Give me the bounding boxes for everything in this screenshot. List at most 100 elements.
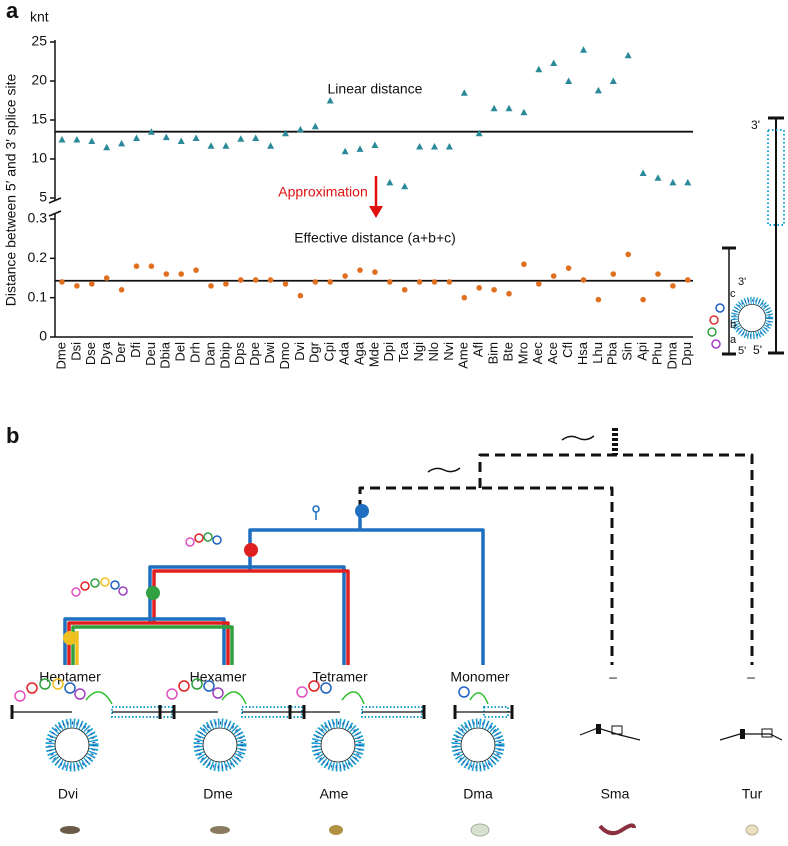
x-tick-label: Hsa (575, 341, 590, 365)
axis-break (48, 210, 62, 217)
point (655, 271, 661, 277)
point (296, 125, 304, 133)
point (178, 271, 184, 277)
point (565, 265, 572, 271)
x-tick-label: Pba (605, 341, 620, 365)
point (446, 279, 453, 285)
point (476, 285, 483, 291)
x-tick-label: Cfl (560, 342, 575, 358)
point (267, 142, 275, 149)
series-label: Linear distance (328, 80, 423, 96)
point (580, 277, 587, 283)
x-tick-label: Mde (366, 342, 381, 367)
x-tick-label: Dmo (277, 342, 292, 369)
group-label: – (747, 669, 755, 685)
x-tick-label: Dan (202, 342, 217, 366)
x-tick-label: Dwi (262, 342, 277, 364)
point (252, 277, 259, 283)
point (327, 279, 334, 285)
y2-tick-label: 0.2 (28, 249, 48, 265)
point (654, 174, 662, 181)
inset-label: a (730, 334, 737, 346)
point (238, 277, 244, 283)
inset-label: b (730, 319, 736, 331)
point (684, 178, 692, 186)
y-unit: knt (30, 9, 49, 25)
point (685, 277, 691, 283)
x-tick-label: Del (173, 342, 188, 362)
point (372, 269, 378, 275)
point (74, 283, 80, 289)
x-tick-label: Lhu (590, 342, 605, 364)
point (237, 135, 245, 142)
point (118, 139, 126, 147)
species-label: Ame (320, 786, 349, 802)
x-tick-label: Bim (486, 342, 501, 364)
hairpin (709, 315, 719, 325)
x-tick-label: Dpu (679, 342, 694, 366)
point (177, 137, 185, 145)
x-tick-label: Dpi (381, 342, 396, 362)
point (207, 142, 215, 149)
inset-label: 5' (753, 343, 762, 357)
y2-tick-label: 0.1 (28, 288, 48, 304)
point (103, 143, 111, 151)
y-tick-label: 20 (31, 72, 47, 88)
x-tick-label: Cpi (322, 342, 337, 362)
point (386, 178, 394, 186)
x-tick-label: Api (635, 342, 650, 361)
y-tick-label: 10 (31, 150, 47, 166)
x-tick-label: Afl (471, 342, 486, 357)
point (148, 263, 155, 270)
point (282, 129, 289, 137)
x-tick-label: Deu (143, 342, 158, 366)
point (371, 141, 379, 148)
point (342, 273, 348, 279)
inset-label: c (730, 288, 736, 300)
point (356, 145, 364, 152)
x-tick-label: Dps (232, 342, 247, 366)
point (505, 104, 513, 112)
point (625, 251, 631, 258)
point (670, 283, 676, 289)
point (640, 296, 646, 303)
species-label: Dvi (58, 786, 78, 802)
point (520, 108, 528, 116)
point (521, 261, 527, 268)
x-tick-label: Phu (649, 342, 664, 365)
x-tick-label: Dma (664, 341, 679, 369)
x-tick-label: Ame (456, 342, 471, 369)
point (550, 273, 557, 279)
point (58, 136, 66, 143)
point (162, 133, 170, 141)
series-label: Effective distance (a+b+c) (294, 229, 456, 245)
point (624, 51, 632, 59)
x-tick-label: Aga (351, 341, 366, 365)
point (461, 294, 468, 301)
x-tick-label: Dfi (128, 342, 143, 358)
point (445, 143, 453, 150)
group-label: Monomer (450, 669, 509, 685)
x-tick-label: Bte (500, 342, 515, 362)
x-tick-label: Dya (98, 341, 113, 365)
point (73, 136, 81, 143)
point (550, 59, 558, 67)
group-label: Hexamer (190, 669, 247, 685)
point (490, 104, 498, 112)
point (639, 169, 647, 177)
point (536, 281, 542, 287)
point (163, 271, 170, 277)
point (595, 296, 602, 303)
panel-label: b (6, 423, 19, 448)
x-tick-label: Der (113, 341, 128, 363)
inset-circle (734, 300, 769, 335)
y2-tick-label: 0 (39, 328, 47, 344)
species-label: Sma (601, 786, 630, 802)
annotation: Approximation (278, 184, 368, 200)
y-tick-label: 15 (31, 111, 47, 127)
point (267, 277, 274, 283)
point (192, 134, 200, 141)
point (609, 77, 617, 84)
point (460, 89, 468, 96)
arrow-head (369, 206, 383, 218)
